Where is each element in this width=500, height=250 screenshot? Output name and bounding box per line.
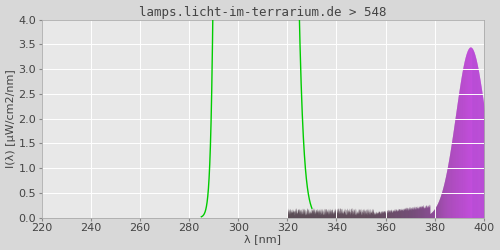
Y-axis label: I(λ) [μW/cm2/nm]: I(λ) [μW/cm2/nm] (6, 69, 16, 168)
Title: lamps.licht-im-terrarium.de > 548: lamps.licht-im-terrarium.de > 548 (139, 6, 386, 18)
X-axis label: λ [nm]: λ [nm] (244, 234, 282, 244)
